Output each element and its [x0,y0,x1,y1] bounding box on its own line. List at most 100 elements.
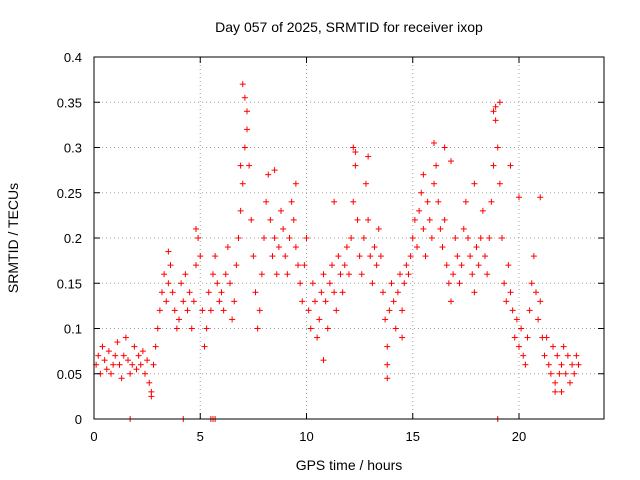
data-point [331,198,338,205]
data-point [388,280,395,287]
data-point [103,366,110,373]
y-axis-label: SRMTID / TECUs [5,183,21,293]
data-point [129,361,136,368]
data-point [488,198,495,205]
data-points [93,81,582,422]
data-point [552,388,559,395]
data-point [431,139,437,146]
data-point [322,298,329,305]
data-point [231,298,238,305]
data-point [426,216,433,223]
data-point [503,298,510,305]
data-point [210,271,216,278]
data-point [405,271,412,278]
data-point [329,262,335,269]
data-point [560,343,567,350]
data-point [244,108,250,115]
data-point [292,244,299,251]
data-point [520,352,527,359]
y-tick-label: 0.2 [64,231,82,246]
data-point [437,225,444,232]
data-point [248,216,255,223]
data-point [537,194,544,201]
data-point [165,280,172,287]
data-point [533,289,539,296]
data-point [441,216,448,223]
data-point [541,352,548,359]
data-point [505,262,512,269]
data-point [331,289,338,296]
data-point [224,244,231,251]
data-point [401,280,408,287]
data-point [318,289,325,296]
data-point [380,289,386,296]
data-point [95,352,102,359]
data-point [475,262,482,269]
data-point [484,271,491,278]
data-point [184,307,191,314]
data-point [269,253,276,260]
data-point [414,244,420,251]
data-point [341,262,348,269]
data-point [365,216,372,223]
data-point [403,262,410,269]
data-point [222,271,229,278]
data-point [195,235,202,241]
data-point [188,325,195,332]
data-point [482,253,488,260]
data-point [343,244,350,251]
data-point [271,235,278,241]
data-point [299,298,306,305]
x-tick-label: 20 [512,429,526,444]
data-point [558,361,565,368]
data-point [530,253,537,260]
data-point [346,271,352,278]
data-point [127,370,134,377]
data-point [443,262,450,269]
data-point [261,235,267,241]
data-point [375,225,382,232]
data-point [278,207,284,214]
data-point [320,271,327,278]
data-point [397,271,403,278]
data-point [567,379,573,386]
data-point [171,307,178,314]
data-point [108,370,114,377]
data-point [399,307,406,314]
data-point [494,144,501,151]
data-point [239,81,246,88]
data-point [556,370,563,377]
data-point [543,334,550,341]
data-point [418,189,425,196]
data-point [547,370,554,377]
data-point [384,343,391,350]
data-point [263,198,270,205]
data-point [301,262,308,269]
data-point [280,225,287,232]
data-point [458,262,465,269]
x-tick-label: 10 [299,429,313,444]
x-tick-label: 5 [197,429,204,444]
data-point [373,262,380,269]
data-point [146,379,153,386]
data-point [258,271,265,278]
data-point [365,153,372,160]
data-point [509,307,516,314]
data-point [154,325,161,332]
data-point [99,343,106,350]
data-point [212,253,219,260]
data-point [435,198,442,205]
y-tick-label: 0.15 [57,276,82,291]
data-point [118,375,125,382]
data-point [450,271,457,278]
data-point [384,375,391,382]
data-point [190,298,197,305]
data-point [573,352,580,359]
data-point [267,216,274,223]
data-point [254,325,261,332]
data-point [390,298,397,305]
data-point [460,225,467,232]
data-point [207,307,214,314]
data-point [309,280,316,287]
data-point [439,244,446,251]
